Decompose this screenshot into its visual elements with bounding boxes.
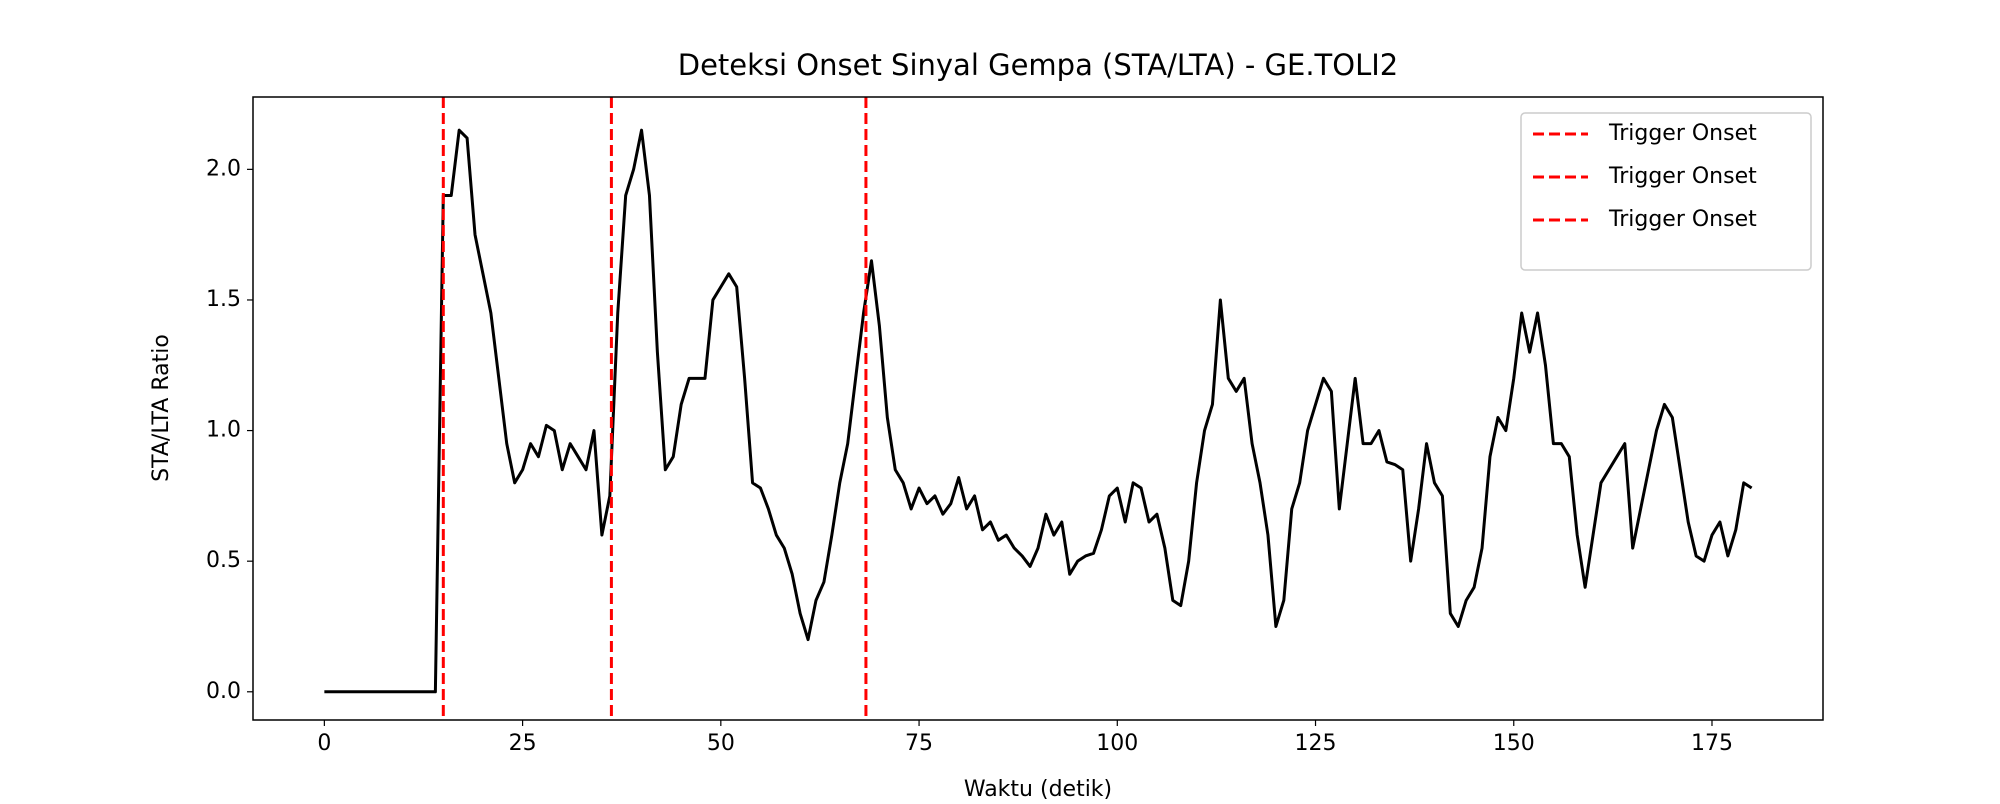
x-tick-label: 0: [317, 731, 331, 756]
plot-frame: [252, 96, 1824, 721]
x-tick-label: 100: [1096, 731, 1138, 756]
chart-title: Deteksi Onset Sinyal Gempa (STA/LTA) - G…: [678, 48, 1399, 82]
x-axis-label: Waktu (detik): [964, 777, 1112, 800]
y-axis-label: STA/LTA Ratio: [149, 334, 174, 482]
y-tick-label: 2.0: [206, 156, 241, 181]
y-tick-label: 1.0: [206, 418, 241, 443]
y-tick-label: 0.5: [206, 548, 241, 573]
x-tick-label: 175: [1691, 731, 1733, 756]
y-tick-label: 1.5: [206, 287, 241, 312]
legend-label: Trigger Onset: [1608, 164, 1757, 189]
x-tick-label: 150: [1493, 731, 1535, 756]
legend-label: Trigger Onset: [1608, 207, 1757, 232]
x-tick-label: 25: [509, 731, 537, 756]
x-tick-label: 75: [905, 731, 933, 756]
x-tick-label: 50: [707, 731, 735, 756]
x-tick-label: 125: [1295, 731, 1337, 756]
legend-box: [1520, 112, 1812, 271]
legend-label: Trigger Onset: [1608, 121, 1757, 146]
data-line: [324, 128, 1753, 694]
y-tick-label: 0.0: [206, 679, 241, 704]
